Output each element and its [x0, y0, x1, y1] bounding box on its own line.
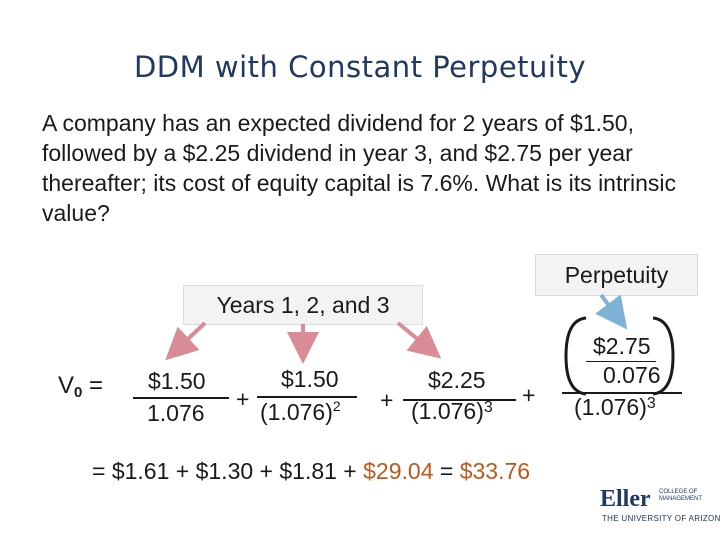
term4-fraction-line: [562, 392, 682, 394]
term2-fraction-line: [257, 396, 357, 398]
term2-numerator: $1.50: [281, 366, 339, 392]
term4-denominator: (1.076)3: [574, 394, 656, 420]
logo-word: Eller: [600, 486, 651, 512]
result-middle: =: [433, 458, 460, 484]
years-label-box: Years 1, 2, and 3: [183, 285, 423, 325]
term4-inner-fraction-line: [586, 361, 656, 362]
result-line: = $1.61 + $1.30 + $1.81 + $29.04 = $33.7…: [92, 458, 530, 485]
eller-logo: Eller COLLEGE OF MANAGEMENT THE UNIVERSI…: [600, 486, 720, 532]
term1-fraction-line: [133, 397, 229, 399]
term3-fraction-line: [403, 399, 516, 401]
plus-sign-1: +: [236, 386, 250, 412]
slide-title: DDM with Constant Perpetuity: [133, 50, 587, 84]
term3-numerator: $2.25: [428, 367, 486, 393]
term4-numerator-top: $2.75: [593, 333, 651, 359]
plus-sign-2: +: [380, 387, 394, 413]
bracket-right: [652, 316, 675, 396]
term1-numerator: $1.50: [148, 368, 206, 394]
arrow-to-term3: [396, 321, 442, 359]
arrow-to-term4: [595, 293, 628, 330]
result-prefix: = $1.61 + $1.30 + $1.81 +: [92, 458, 364, 484]
arrow-to-term1: [165, 321, 207, 361]
bracket-left: [564, 316, 587, 396]
plus-sign-3: +: [522, 382, 536, 408]
term4-numerator-bottom: 0.076: [603, 362, 661, 388]
v0-label: V0 =: [58, 372, 104, 401]
pv-perpetuity-value: $29.04: [363, 458, 434, 484]
term1-denominator: 1.076: [147, 400, 205, 426]
question-text: A company has an expected dividend for 2…: [42, 110, 677, 226]
term2-denominator: (1.076)2: [260, 398, 341, 425]
intrinsic-value-total: $33.76: [459, 458, 531, 484]
logo-university: THE UNIVERSITY OF ARIZONA: [602, 514, 720, 523]
term3-denominator: (1.076)3: [411, 398, 493, 424]
logo-subtitle: COLLEGE OF MANAGEMENT: [659, 489, 703, 502]
